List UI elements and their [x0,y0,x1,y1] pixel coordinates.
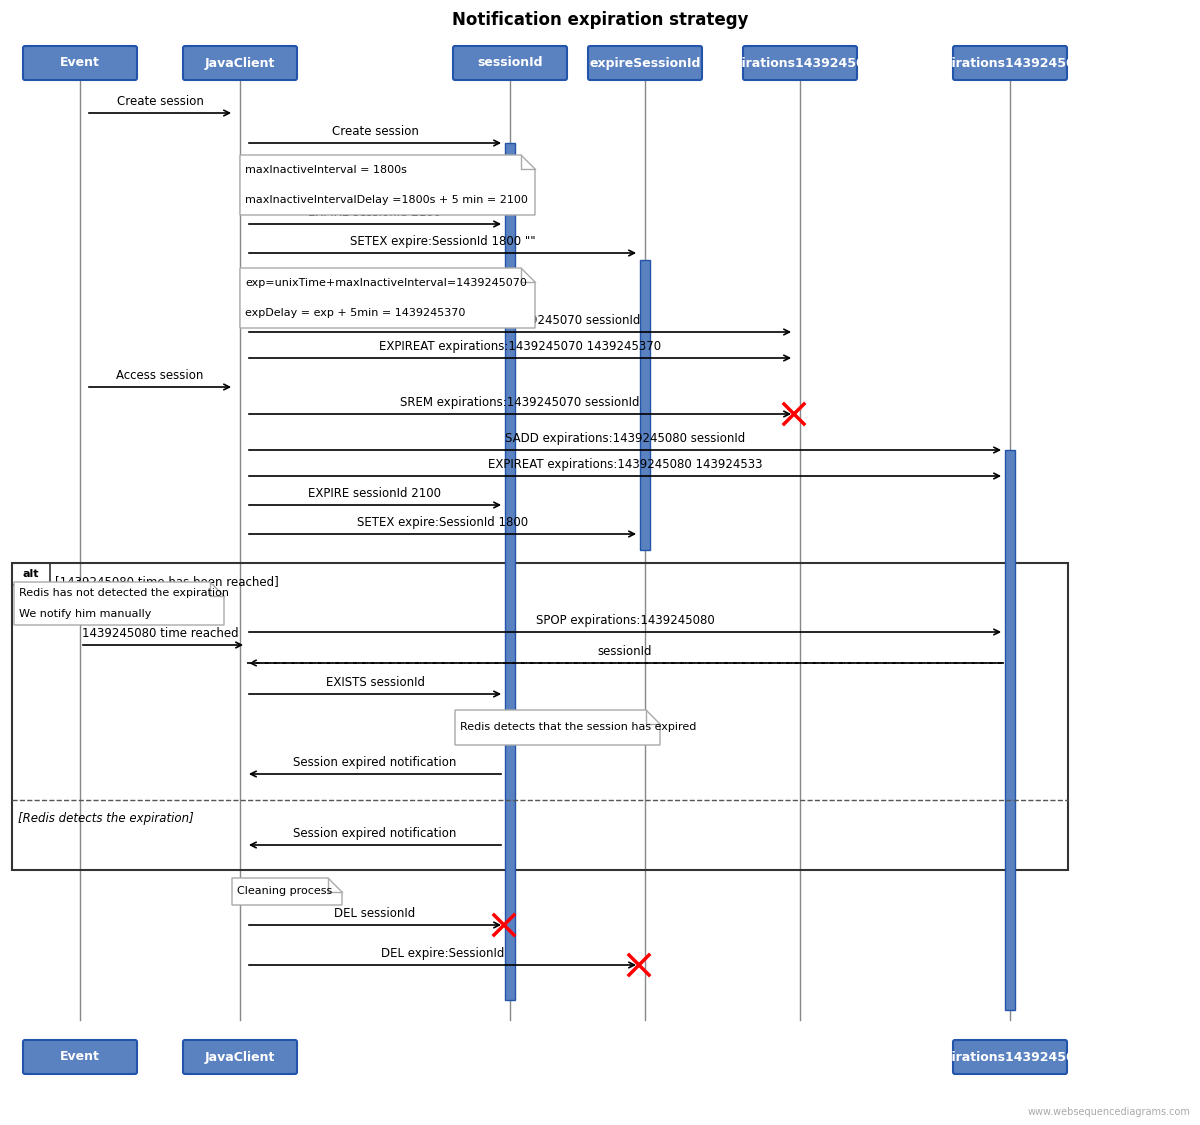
FancyBboxPatch shape [23,46,137,80]
Polygon shape [455,710,660,745]
Text: Event: Event [60,1051,100,1063]
Text: SADD expirations:1439245080 sessionId: SADD expirations:1439245080 sessionId [505,432,745,446]
Text: Session expired notification: Session expired notification [293,756,457,770]
Text: [1439245080 time has been reached]: [1439245080 time has been reached] [55,575,278,588]
Text: We notify him manually: We notify him manually [19,610,151,619]
FancyBboxPatch shape [743,46,857,80]
Text: Cleaning process: Cleaning process [238,886,332,897]
Bar [12,562,50,585]
Text: EXPIRE sessionId 2100: EXPIRE sessionId 2100 [308,206,442,219]
Text: SREM expirations:1439245070 sessionId: SREM expirations:1439245070 sessionId [401,396,640,410]
Bar [505,143,515,1000]
Bar [640,260,650,550]
Text: expirations1439245080: expirations1439245080 [926,1051,1093,1063]
FancyBboxPatch shape [953,46,1067,80]
Text: [Redis detects the expiration]: [Redis detects the expiration] [18,812,193,825]
Text: EXPIREAT expirations:1439245070 1439245370: EXPIREAT expirations:1439245070 14392453… [379,340,661,353]
Text: JavaClient: JavaClient [205,1051,275,1063]
Text: SADD expirations:1439245070 sessionId: SADD expirations:1439245070 sessionId [400,314,640,327]
Text: SETEX expire:SessionId 1800: SETEX expire:SessionId 1800 [356,516,528,529]
Text: sessionId: sessionId [478,56,542,70]
FancyBboxPatch shape [23,1040,137,1074]
Text: Event: Event [60,56,100,70]
Bar [12,562,1068,870]
Text: maxInactiveInterval = 1800s: maxInactiveInterval = 1800s [245,165,407,176]
FancyBboxPatch shape [182,46,298,80]
Text: expirations1439245070: expirations1439245070 [716,56,883,70]
Polygon shape [232,878,342,904]
Text: expDelay = exp + 5min = 1439245370: expDelay = exp + 5min = 1439245370 [245,308,466,318]
Text: Redis detects that the session has expired: Redis detects that the session has expir… [460,722,696,732]
Bar [1006,450,1015,1010]
Text: maxInactiveIntervalDelay =1800s + 5 min = 2100: maxInactiveIntervalDelay =1800s + 5 min … [245,195,528,205]
FancyBboxPatch shape [182,1040,298,1074]
Polygon shape [240,155,535,215]
Text: Access session: Access session [116,369,204,382]
Text: www.websequencediagrams.com: www.websequencediagrams.com [1027,1107,1190,1117]
Text: SPOP expirations:1439245080: SPOP expirations:1439245080 [535,614,714,627]
Text: Notification expiration strategy: Notification expiration strategy [451,11,749,29]
Text: JavaClient: JavaClient [205,56,275,70]
Text: expireSessionId: expireSessionId [589,56,701,70]
Text: exp=unixTime+maxInactiveInterval=1439245070: exp=unixTime+maxInactiveInterval=1439245… [245,278,527,288]
Text: DEL expire:SessionId: DEL expire:SessionId [380,947,504,960]
Polygon shape [14,582,224,626]
Text: 1439245080 time reached: 1439245080 time reached [82,627,239,640]
Text: alt: alt [23,569,40,579]
Text: EXISTS sessionId: EXISTS sessionId [325,676,425,688]
Text: sessionId: sessionId [598,645,653,658]
Text: EXPIREAT expirations:1439245080 143924533: EXPIREAT expirations:1439245080 14392453… [487,458,762,471]
FancyBboxPatch shape [953,1040,1067,1074]
Text: Create session: Create session [331,125,419,138]
Text: Session expired notification: Session expired notification [293,827,457,840]
Text: EXPIRE sessionId 2100: EXPIRE sessionId 2100 [308,487,442,500]
Text: SETEX expire:SessionId 1800 "": SETEX expire:SessionId 1800 "" [349,235,535,248]
Text: Create session: Create session [116,94,204,108]
FancyBboxPatch shape [588,46,702,80]
Polygon shape [240,268,535,328]
FancyBboxPatch shape [454,46,568,80]
Text: DEL sessionId: DEL sessionId [335,907,415,920]
Text: Redis has not detected the expiration: Redis has not detected the expiration [19,587,229,597]
Text: expirations1439245080: expirations1439245080 [926,56,1093,70]
